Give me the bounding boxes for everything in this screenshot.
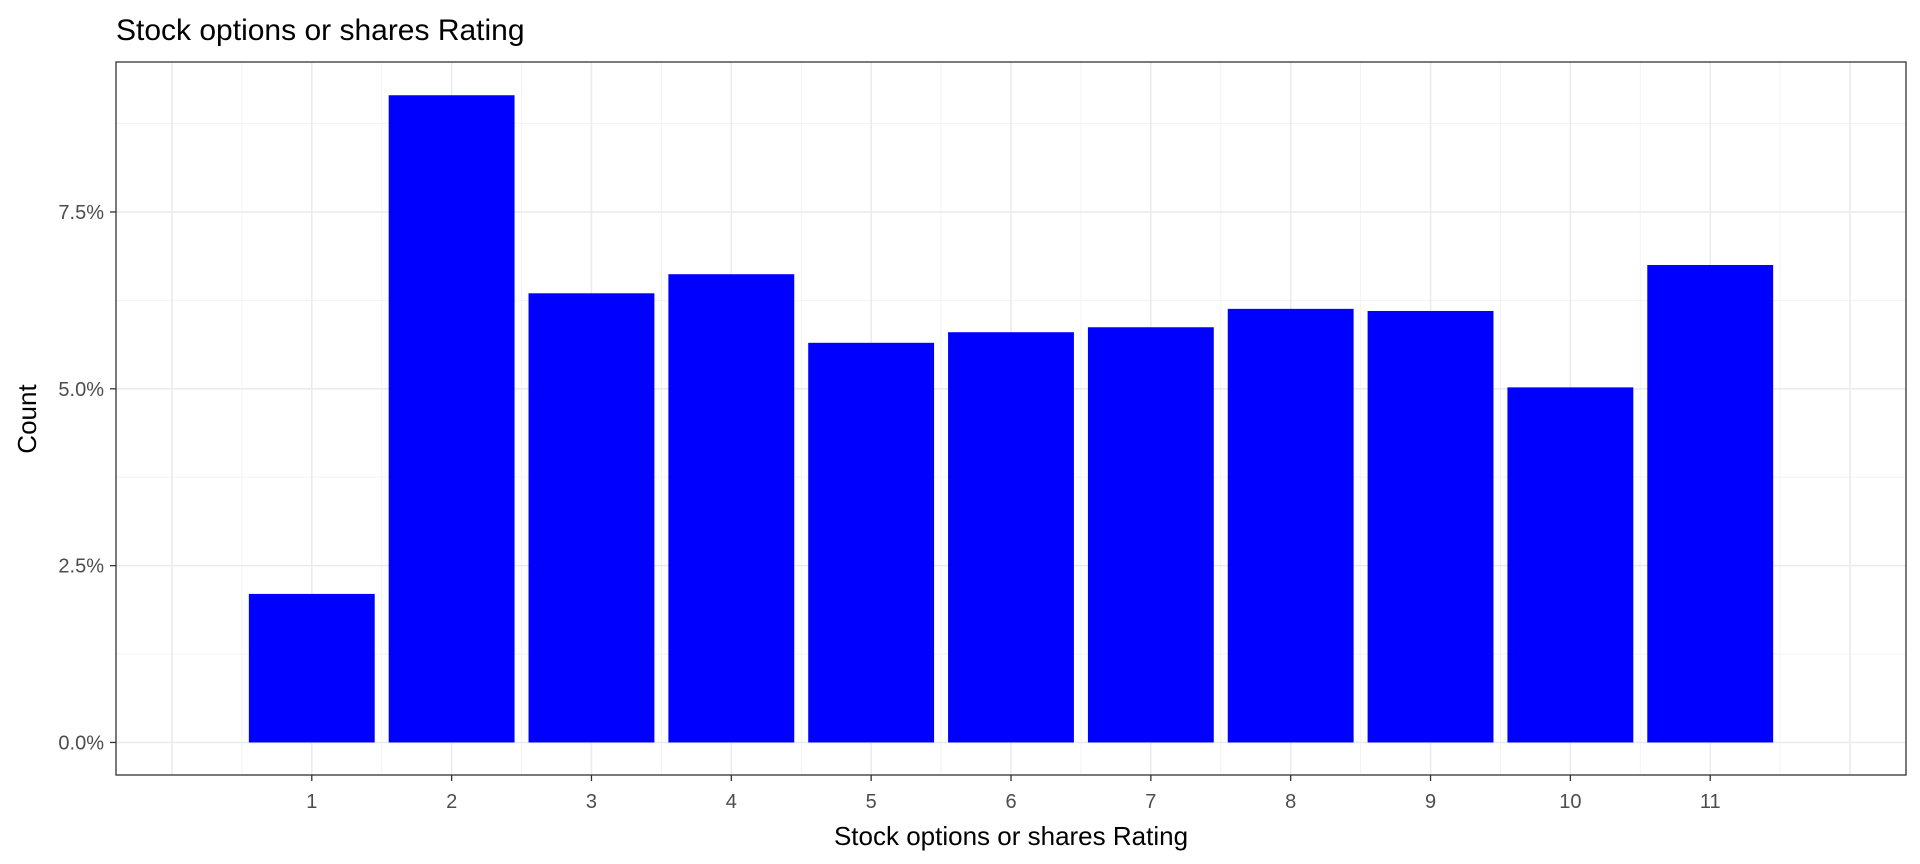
y-tick-label: 2.5% [58, 556, 104, 578]
y-axis-title: Count [12, 384, 42, 454]
y-tick-label: 5.0% [58, 379, 104, 401]
bar-11 [1647, 265, 1774, 743]
x-tick-label: 3 [586, 791, 597, 813]
x-tick-label: 7 [1145, 791, 1156, 813]
x-tick-label: 8 [1285, 791, 1296, 813]
y-tick-label: 7.5% [58, 202, 104, 224]
x-tick-label: 4 [726, 791, 737, 813]
x-tick-label: 9 [1425, 791, 1436, 813]
x-tick-label: 1 [306, 791, 317, 813]
bar-5 [808, 342, 935, 743]
x-tick-label: 11 [1700, 791, 1721, 813]
x-tick-label: 5 [866, 791, 877, 813]
bar-2 [388, 95, 515, 743]
x-tick-label: 2 [446, 791, 457, 813]
plot-area: 0.0% 2.5% 5.0% 7.5% 1 2 3 4 5 6 7 8 9 10 11 [58, 61, 1907, 813]
x-tick-label: 10 [1559, 791, 1581, 813]
bar-6 [948, 332, 1074, 743]
bar-4 [668, 274, 795, 743]
chart-title: Stock options or shares Rating [116, 14, 525, 47]
bar-9 [1367, 310, 1494, 743]
bar-8 [1227, 308, 1354, 743]
bar-10 [1507, 387, 1634, 743]
bar-1 [248, 593, 375, 743]
x-tick-label: 6 [1005, 791, 1016, 813]
x-axis-title: Stock options or shares Rating [834, 821, 1188, 851]
y-tick-label: 0.0% [58, 732, 104, 754]
bar-7 [1087, 327, 1214, 743]
bar-3 [528, 293, 655, 743]
